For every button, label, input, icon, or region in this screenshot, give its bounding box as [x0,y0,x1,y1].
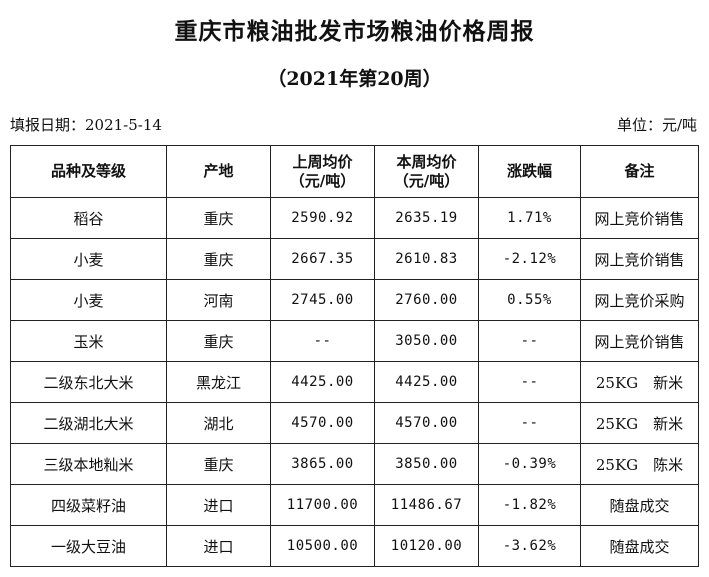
cell-change: -2.12% [478,238,581,280]
header-remarks: 备注 [580,145,699,198]
cell-change: -- [478,402,581,444]
header-label: 上周均价 [292,152,353,171]
cell-change: -3.62% [478,525,581,567]
cell-origin: 进口 [166,484,271,526]
cell-remarks: 网上竞价销售 [580,197,699,239]
cell-change: 1.71% [478,197,581,239]
cell-change: -1.82% [478,484,581,526]
cell-last-week-price: 4570.00 [270,402,375,444]
cell-this-week-price: 10120.00 [374,525,479,567]
cell-change: -- [478,361,581,403]
cell-variety: 一级大豆油 [10,525,167,567]
cell-last-week-price: 3865.00 [270,443,375,485]
header-label: 品种及等级 [50,162,126,180]
cell-remarks: 25KG 陈米 [580,443,699,485]
cell-last-week-price: 2667.35 [270,238,375,280]
table-row: 四级菜籽油 进口 11700.00 11486.67 -1.82% 随盘成交 [10,484,699,526]
report-subtitle: （2021年第20周） [267,68,442,90]
cell-change: -0.39% [478,443,581,485]
header-label: 本周均价 [396,152,457,171]
cell-variety: 二级东北大米 [10,361,167,403]
cell-change: 0.55% [478,279,581,321]
table-row: 二级湖北大米 湖北 4570.00 4570.00 -- 25KG 新米 [10,402,699,444]
header-label: （元/吨） [289,171,356,190]
header-label: 涨跌幅 [506,162,552,180]
table-header-row: 品种及等级 产地 上周均价 （元/吨） 本周均价 （元/吨） 涨跌幅 备注 [10,145,699,198]
header-label: 产地 [203,162,234,180]
cell-this-week-price: 4425.00 [374,361,479,403]
table-body: 稻谷 重庆 2590.92 2635.19 1.71% 网上竞价销售 小麦 重庆 2667.35… [10,197,699,567]
cell-origin: 重庆 [166,197,271,239]
cell-variety: 四级菜籽油 [10,484,167,526]
header-last-week-price: 上周均价 （元/吨） [270,145,375,198]
report-date: 填报日期：2021-5-14 [10,116,162,134]
table-row: 玉米 重庆 -- 3050.00 -- 网上竞价销售 [10,320,699,362]
header-label: 备注 [624,162,655,180]
header-variety: 品种及等级 [10,145,167,198]
cell-variety: 稻谷 [10,197,167,239]
cell-origin: 重庆 [166,238,271,280]
cell-origin: 重庆 [166,320,271,362]
cell-remarks: 网上竞价销售 [580,238,699,280]
report-title: 重庆市粮油批发市场粮油价格周报 [174,18,535,45]
table-row: 稻谷 重庆 2590.92 2635.19 1.71% 网上竞价销售 [10,197,699,239]
cell-this-week-price: 2635.19 [374,197,479,239]
cell-last-week-price: -- [270,320,375,362]
header-label: （元/吨） [393,171,460,190]
cell-origin: 进口 [166,525,271,567]
cell-origin: 重庆 [166,443,271,485]
table-row: 一级大豆油 进口 10500.00 10120.00 -3.62% 随盘成交 [10,525,699,567]
cell-variety: 三级本地籼米 [10,443,167,485]
cell-this-week-price: 3050.00 [374,320,479,362]
cell-last-week-price: 10500.00 [270,525,375,567]
cell-variety: 小麦 [10,279,167,321]
cell-change: -- [478,320,581,362]
cell-remarks: 25KG 新米 [580,361,699,403]
cell-remarks: 25KG 新米 [580,402,699,444]
table-row: 三级本地籼米 重庆 3865.00 3850.00 -0.39% 25KG 陈米 [10,443,699,485]
cell-this-week-price: 11486.67 [374,484,479,526]
cell-this-week-price: 3850.00 [374,443,479,485]
cell-origin: 湖北 [166,402,271,444]
table-row: 小麦 河南 2745.00 2760.00 0.55% 网上竞价采购 [10,279,699,321]
cell-variety: 小麦 [10,238,167,280]
header-origin: 产地 [166,145,271,198]
cell-last-week-price: 2590.92 [270,197,375,239]
header-this-week-price: 本周均价 （元/吨） [374,145,479,198]
cell-last-week-price: 2745.00 [270,279,375,321]
unit-label: 单位：元/吨 [616,116,697,134]
cell-remarks: 随盘成交 [580,525,699,567]
cell-remarks: 网上竞价采购 [580,279,699,321]
cell-last-week-price: 11700.00 [270,484,375,526]
cell-variety: 玉米 [10,320,167,362]
cell-this-week-price: 2760.00 [374,279,479,321]
cell-last-week-price: 4425.00 [270,361,375,403]
price-table: 品种及等级 产地 上周均价 （元/吨） 本周均价 （元/吨） 涨跌幅 备注 稻谷 重庆 2590.… [10,145,699,567]
cell-variety: 二级湖北大米 [10,402,167,444]
cell-origin: 河南 [166,279,271,321]
cell-remarks: 网上竞价销售 [580,320,699,362]
cell-remarks: 随盘成交 [580,484,699,526]
cell-this-week-price: 2610.83 [374,238,479,280]
cell-this-week-price: 4570.00 [374,402,479,444]
cell-origin: 黑龙江 [166,361,271,403]
table-row: 二级东北大米 黑龙江 4425.00 4425.00 -- 25KG 新米 [10,361,699,403]
table-row: 小麦 重庆 2667.35 2610.83 -2.12% 网上竞价销售 [10,238,699,280]
header-change: 涨跌幅 [478,145,581,198]
